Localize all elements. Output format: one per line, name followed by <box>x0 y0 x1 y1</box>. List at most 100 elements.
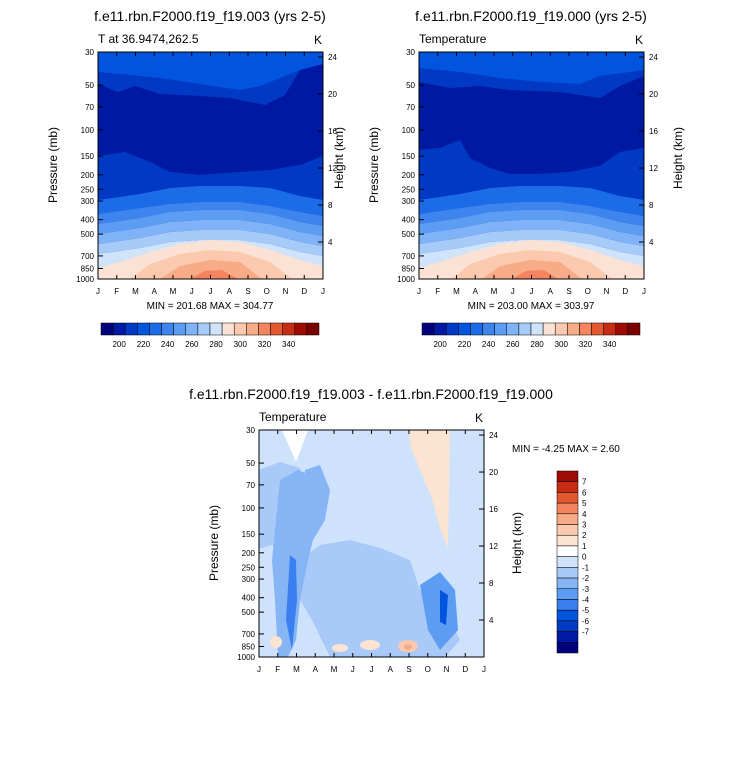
panel-2-band-7 <box>419 230 644 256</box>
panel-2-ytick-label: 100 <box>402 126 416 135</box>
panel-1-rtick-label: 12 <box>328 164 337 173</box>
panel-3-pos-blob-d <box>404 644 412 650</box>
colorbar-label: 300 <box>234 340 248 349</box>
panel-1-ylabel: Pressure (mb) <box>46 127 60 203</box>
colorbar-label: 280 <box>209 340 223 349</box>
panel-3-pos-blob-b <box>360 640 380 650</box>
colorbar-label: -2 <box>582 574 590 583</box>
colorbar-label: 3 <box>582 521 587 530</box>
panel-2-xtick-label: J <box>417 287 421 296</box>
colorbar-swatch <box>137 322 150 336</box>
panel-2-colorbar: 200 220 240 260 280 300 320 340 <box>421 322 641 349</box>
panel-2-ytick-label: 70 <box>406 103 415 112</box>
colorbar-label: 220 <box>458 340 472 349</box>
colorbar-swatch <box>470 322 483 336</box>
panel-2-xtick-label: O <box>585 287 591 296</box>
colorbar-label: 220 <box>137 340 151 349</box>
panel-3-ytick-label: 250 <box>242 563 256 572</box>
panel-3-xtick-label: N <box>444 665 450 674</box>
panel-1-xtick-label: F <box>114 287 119 296</box>
panel-1-band-7 <box>98 230 323 256</box>
colorbar-swatch <box>556 492 579 504</box>
panel-3-zero-region <box>282 430 308 462</box>
colorbar-swatch <box>556 545 579 557</box>
panel-2-band-12 <box>512 270 558 279</box>
colorbar-swatch <box>591 322 604 336</box>
colorbar-label: 200 <box>112 340 126 349</box>
colorbar-label: -7 <box>582 628 590 637</box>
colorbar-swatch <box>518 322 532 336</box>
panel-3-axes: J F M A M J J A S O N D J 30 50 70 100 150 200 250 300 400 500… <box>237 426 498 674</box>
panel-1-band-3 <box>98 186 323 216</box>
panel-3-xtick-label: D <box>462 665 468 674</box>
panel-3-neg-region-e <box>420 572 458 650</box>
panel-1-ytick-label: 400 <box>81 216 95 225</box>
panel-2-rtick-label: 4 <box>649 238 654 247</box>
colorbar-swatch <box>161 322 174 336</box>
panel-2-xtick-label: M <box>453 287 460 296</box>
panel-1-axes: J F M A M J J A S O N D J 30 50 70 100 150 200 250 300 400 500… <box>76 48 337 296</box>
colorbar-swatch <box>556 609 579 622</box>
panel-3-xtick-label: A <box>313 665 319 674</box>
panel-3-xtick-label: M <box>331 665 338 674</box>
panel-1-colorbar: 200 220 240 260 280 300 320 340 <box>100 322 320 349</box>
colorbar-swatch <box>433 322 447 336</box>
panel-3-pos-blob-e <box>332 644 348 652</box>
colorbar-label: 340 <box>282 340 296 349</box>
panel-1-xtick-label: S <box>245 287 250 296</box>
panel-1-xtick-label: D <box>301 287 307 296</box>
colorbar-label: -1 <box>582 563 590 572</box>
panel-2-band-4 <box>419 202 644 226</box>
panel-1-xtick-label: J <box>321 287 325 296</box>
panel-2-axes: J F M A M J J A S O N D J 30 50 70 100 150 200 250 300 400 500… <box>397 48 658 296</box>
panel-1-band-5 <box>98 210 323 236</box>
colorbar-swatch <box>258 322 271 336</box>
panel-3-xtick-label: J <box>257 665 261 674</box>
panel-2-ylabel-right: Height (km) <box>671 127 685 189</box>
panel-3-positive-region <box>408 430 450 548</box>
panel-3-ytick-label: 100 <box>242 504 256 513</box>
panel-2-ytick-label: 700 <box>402 252 416 261</box>
colorbar-swatch <box>542 322 556 336</box>
panel-2-band-5 <box>419 210 644 236</box>
panel-2-subtitle: Temperature <box>419 32 487 46</box>
colorbar-swatch <box>506 322 520 336</box>
colorbar-swatch <box>124 322 138 336</box>
panel-1-ytick-label: 250 <box>81 185 95 194</box>
panel-2-xtick-label: F <box>435 287 440 296</box>
colorbar-label: 1 <box>582 542 587 551</box>
panel-3-subtitle: Temperature <box>259 410 327 424</box>
colorbar-swatch <box>458 322 471 336</box>
panel-2-xtick-label: S <box>566 287 571 296</box>
colorbar-label: 240 <box>161 340 175 349</box>
panel-3-rtick-label: 16 <box>489 505 498 514</box>
colorbar-label: 4 <box>582 510 587 519</box>
colorbar-swatch <box>306 322 320 336</box>
panel-3-ytick-label: 50 <box>246 459 255 468</box>
colorbar-label: -5 <box>582 606 590 615</box>
panel-3-ytick-label: 700 <box>242 630 256 639</box>
panel-2-ylabel: Pressure (mb) <box>367 127 381 203</box>
colorbar-label: 300 <box>555 340 569 349</box>
panel-1-ytick-label: 30 <box>85 48 94 57</box>
colorbar-label: 5 <box>582 499 587 508</box>
colorbar-label: 6 <box>582 488 587 497</box>
colorbar-swatch <box>556 642 579 654</box>
panel-3-rtick-label: 8 <box>489 579 494 588</box>
panel-2-xtick-label: A <box>473 287 479 296</box>
colorbar-swatch <box>233 322 247 336</box>
panel-3-rtick-label: 4 <box>489 616 494 625</box>
panel-1-ytick-label: 200 <box>81 171 95 180</box>
colorbar-swatch <box>556 524 579 536</box>
panel-1-title: f.e11.rbn.F2000.f19_f19.003 (yrs 2-5) <box>94 8 326 24</box>
panel-2-band-3 <box>419 186 644 216</box>
panel-1-xtick-label: A <box>227 287 233 296</box>
panel-2-rtick-label: 12 <box>649 164 658 173</box>
panel-1-ytick-label: 300 <box>81 197 95 206</box>
panel-2-rtick-label: 8 <box>649 201 654 210</box>
panel-3-xtick-label: A <box>388 665 394 674</box>
panel-3-pos-blob-a <box>270 636 282 648</box>
colorbar-label: 320 <box>579 340 593 349</box>
panel-2-band-2 <box>419 140 644 200</box>
